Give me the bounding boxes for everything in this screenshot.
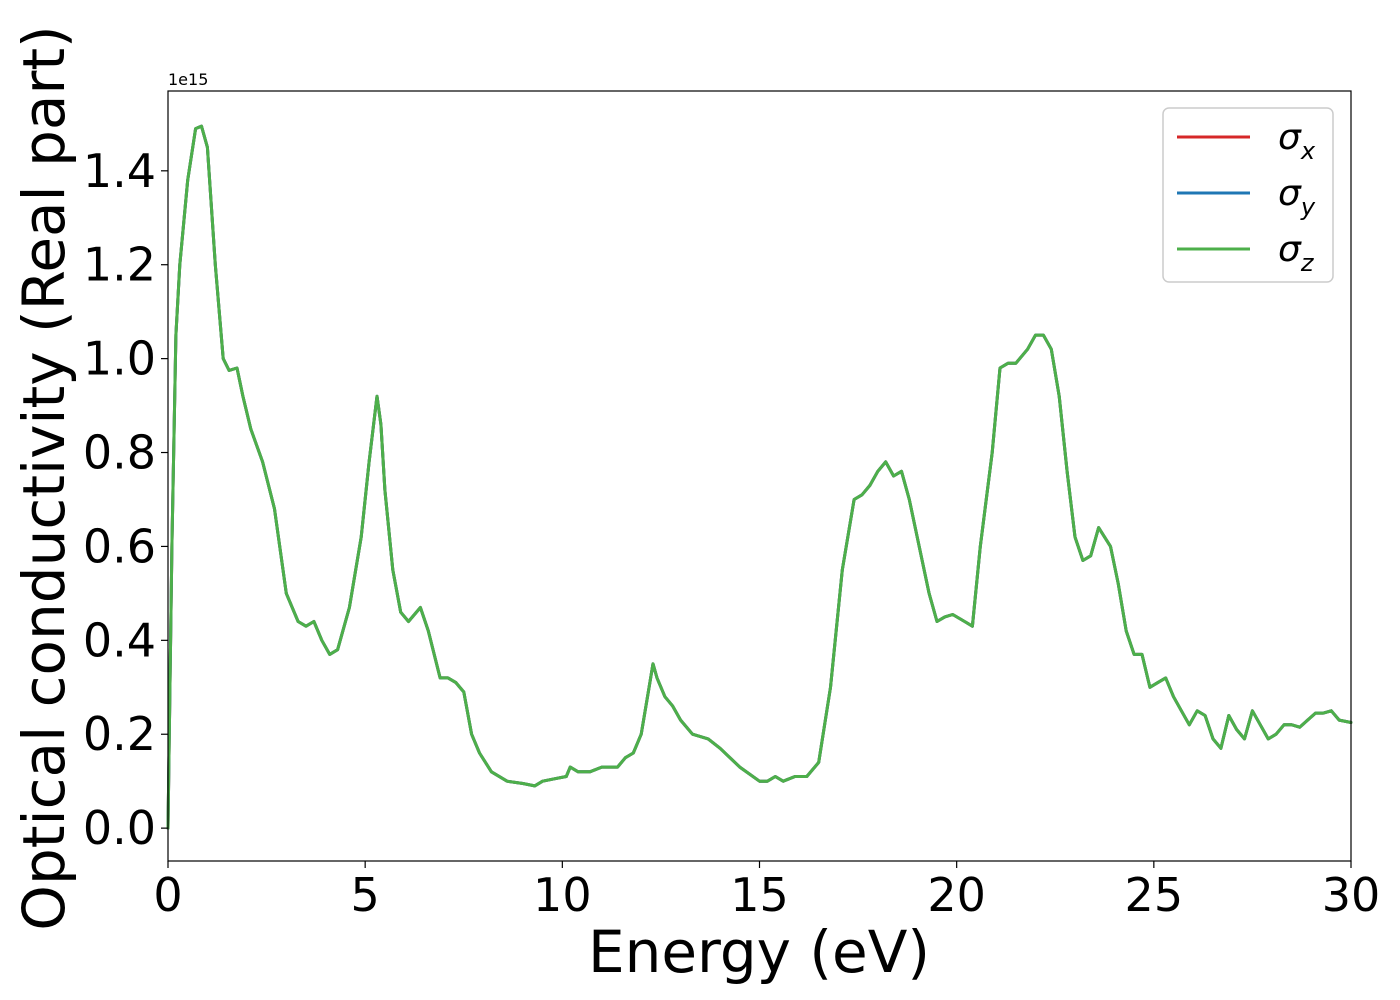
x-tick-label: 15 [730, 868, 789, 922]
series-line-z [166, 124, 1353, 830]
series-layer [166, 124, 1353, 830]
y-tick-label: 0.8 [83, 426, 156, 480]
x-tick-label: 25 [1125, 868, 1184, 922]
y-tick-label: 1.2 [83, 238, 156, 292]
legend-label-x: σx [1278, 117, 1316, 165]
x-tick-label: 20 [927, 868, 986, 922]
y-axis-label: Optical conductivity (Real part) [10, 25, 78, 930]
legend-box [1162, 107, 1334, 283]
y-tick-label: 0.4 [83, 613, 156, 667]
x-tick-label: 5 [351, 868, 380, 922]
y-tick-label: 1.0 [83, 332, 156, 386]
x-tick-label: 0 [153, 868, 182, 922]
legend-label-z: σz [1278, 229, 1315, 277]
y-offset-label: 1e15 [168, 70, 208, 89]
x-axis-label: Energy (eV) [588, 918, 930, 986]
y-tick-label: 0.0 [83, 801, 156, 855]
y-tick-label: 1.4 [83, 144, 156, 198]
y-tick-label: 0.2 [83, 707, 156, 761]
y-axis: 0.0 0.2 0.4 0.6 0.8 1.0 1.2 1.4 [83, 144, 168, 855]
x-axis: 0 5 10 15 20 25 30 [153, 861, 1380, 922]
x-tick-label: 30 [1322, 868, 1381, 922]
legend-label-y: σy [1278, 173, 1316, 221]
x-tick-label: 10 [533, 868, 592, 922]
legend: σx σy σz [1162, 107, 1334, 283]
y-tick-label: 0.6 [83, 519, 156, 573]
